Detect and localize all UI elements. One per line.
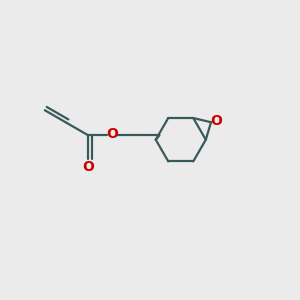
Text: O: O xyxy=(82,160,94,174)
Text: O: O xyxy=(106,127,118,141)
Text: O: O xyxy=(210,114,222,128)
